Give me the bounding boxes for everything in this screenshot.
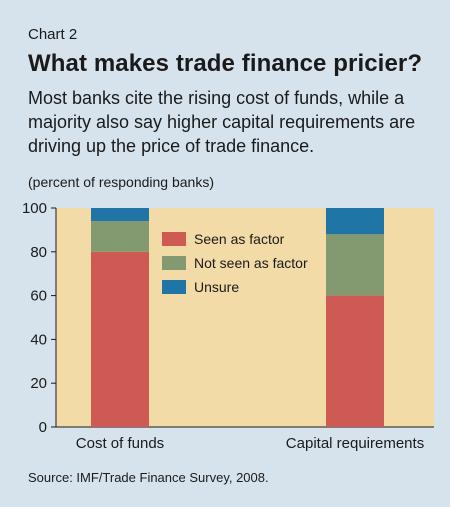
unit-note: (percent of responding banks) xyxy=(28,174,214,190)
bar-segment-seen xyxy=(326,295,384,427)
legend-label: Not seen as factor xyxy=(194,255,308,271)
chart-title: What makes trade finance pricier? xyxy=(28,50,423,77)
y-tick-label: 60 xyxy=(30,288,47,305)
legend-swatch xyxy=(162,256,186,270)
legend-swatch xyxy=(162,280,186,294)
x-category-label: Cost of funds xyxy=(76,435,164,452)
y-tick-label: 80 xyxy=(30,244,47,261)
bar-segment-unsure xyxy=(91,208,149,222)
y-tick-label: 100 xyxy=(22,200,47,217)
y-tick-label: 40 xyxy=(30,331,47,348)
bar-segment-not-seen xyxy=(91,221,149,252)
x-category-label: Capital requirements xyxy=(286,435,424,452)
bar-segment-unsure xyxy=(326,208,384,235)
legend-swatch xyxy=(162,232,186,246)
bar-segment-seen xyxy=(91,251,149,427)
y-tick-label: 20 xyxy=(30,375,47,392)
y-tick-label: 0 xyxy=(39,419,47,436)
bar-segment-not-seen xyxy=(326,234,384,296)
chart-number-label: Chart 2 xyxy=(28,26,78,43)
source-note: Source: IMF/Trade Finance Survey, 2008. xyxy=(28,470,269,485)
legend-label: Seen as factor xyxy=(194,231,285,247)
chart-subtitle: Most banks cite the rising cost of funds… xyxy=(28,88,416,156)
legend-label: Unsure xyxy=(194,279,239,295)
